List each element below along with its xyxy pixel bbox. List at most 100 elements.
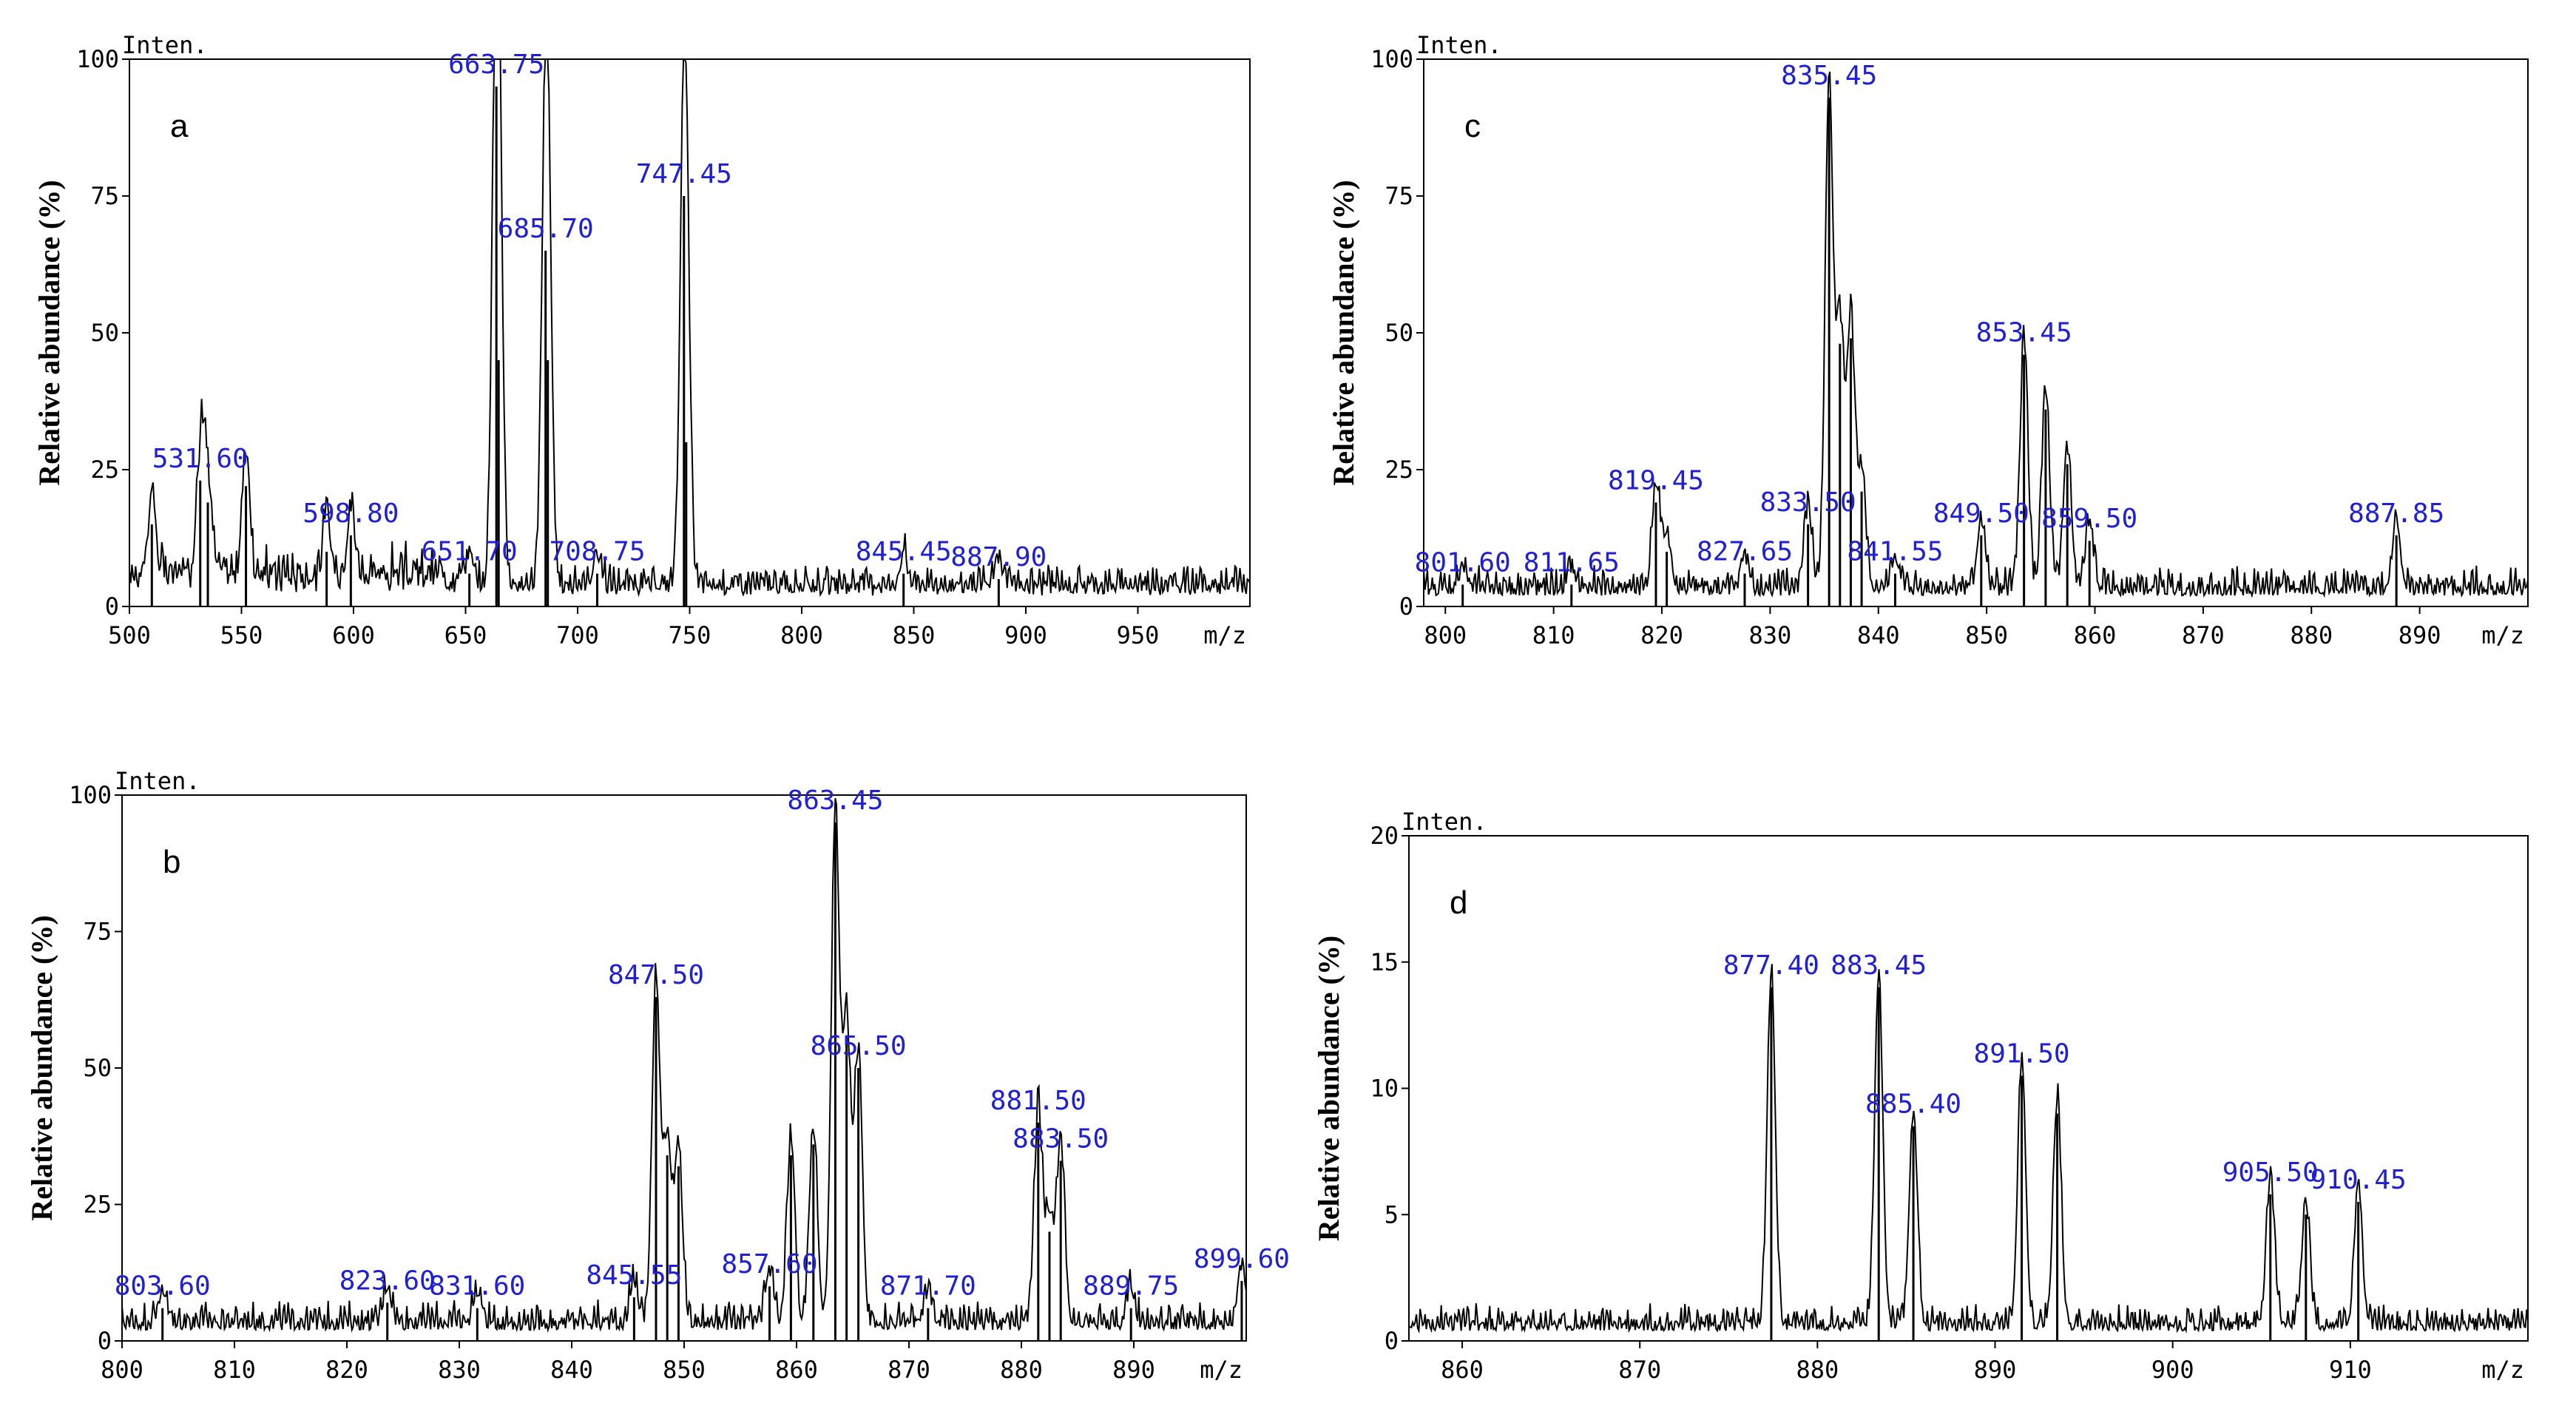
x-tick-label: 910 [2329, 1356, 2372, 1384]
x-tick-label: 900 [2151, 1356, 2194, 1384]
peak-label: 811.65 [1524, 547, 1620, 578]
y-tick-label: 25 [83, 1191, 112, 1219]
peak-label: 883.50 [1013, 1123, 1109, 1154]
y-axis-label: Relative abundance (%) [33, 180, 66, 485]
x-tick-label: 820 [325, 1356, 368, 1384]
y-tick-label: 0 [1385, 1327, 1399, 1355]
x-tick-label: 500 [108, 621, 151, 649]
peak-label: 887.90 [950, 542, 1047, 572]
x-tick-label: 850 [893, 621, 936, 649]
peak-label: 663.75 [448, 50, 544, 80]
x-tick-label: 880 [1796, 1356, 1839, 1384]
x-tick-label: 810 [213, 1356, 256, 1384]
peak-label: 899.60 [1194, 1244, 1290, 1274]
y-tick-label: 25 [90, 456, 119, 484]
x-tick-label: 700 [556, 621, 599, 649]
peak-label: 849.50 [1933, 498, 2029, 529]
x-tick-label: 870 [1618, 1356, 1661, 1384]
peak-label: 819.45 [1608, 465, 1704, 496]
peak-label: 887.85 [2348, 498, 2444, 529]
y-tick-label: 0 [98, 1327, 112, 1355]
x-tick-label: 840 [1857, 621, 1900, 649]
intensity-unit-label: Inten. [122, 31, 208, 59]
panel-letter: b [163, 844, 180, 880]
x-tick-label: 870 [2182, 621, 2225, 649]
chart-panel-c: 801.60 811.65 819.45 827.65 833.50 835.45 841.… [1327, 31, 2529, 649]
y-tick-label: 50 [1385, 319, 1413, 347]
spectrum-trace [121, 798, 1247, 1334]
x-tick-label: 650 [444, 621, 487, 649]
peak-label: 747.45 [636, 159, 732, 189]
x-tick-label: 880 [2290, 621, 2333, 649]
y-tick-label: 75 [90, 182, 119, 210]
x-tick-label: 820 [1640, 621, 1683, 649]
x-tick-label: 800 [780, 621, 823, 649]
spectrum-trace [1409, 964, 2529, 1334]
peak-label: 835.45 [1781, 61, 1877, 91]
peak-label: 841.55 [1847, 537, 1943, 567]
x-tick-label: 830 [438, 1356, 481, 1384]
x-tick-label: 870 [888, 1356, 930, 1384]
y-tick-label: 15 [1370, 948, 1399, 976]
peak-label: 881.50 [990, 1086, 1086, 1116]
peak-label: 833.50 [1760, 487, 1856, 518]
y-tick-label: 0 [1399, 592, 1413, 621]
plot-area-frame [1408, 835, 2529, 1342]
y-tick-label: 5 [1385, 1200, 1399, 1228]
x-tick-label: 860 [2074, 621, 2117, 649]
x-tick-label: 950 [1117, 621, 1160, 649]
x-axis-label: m/z [2481, 621, 2524, 649]
y-tick-label: 0 [105, 592, 119, 621]
peak-label: 651.70 [422, 537, 518, 567]
x-tick-label: 850 [1965, 621, 2008, 649]
peak-label: 708.75 [549, 537, 645, 567]
x-tick-label: 550 [220, 621, 263, 649]
y-axis-label: Relative abundance (%) [1312, 936, 1345, 1241]
x-axis-label: m/z [1200, 1356, 1243, 1384]
peak-label: 831.60 [429, 1271, 525, 1302]
x-axis-label: m/z [1203, 621, 1246, 649]
peak-label: 863.45 [787, 785, 883, 816]
x-tick-label: 850 [663, 1356, 706, 1384]
y-tick-label: 100 [76, 45, 119, 73]
x-tick-label: 840 [550, 1356, 593, 1384]
peak-label: 857.60 [721, 1249, 817, 1280]
x-tick-label: 830 [1748, 621, 1791, 649]
panel-letter: a [170, 108, 189, 144]
y-axis-label: Relative abundance (%) [25, 915, 58, 1220]
peak-label: 891.50 [1974, 1038, 2070, 1069]
panel-letter: d [1450, 885, 1467, 921]
x-tick-label: 810 [1532, 621, 1575, 649]
x-tick-label: 800 [101, 1356, 143, 1384]
intensity-unit-label: Inten. [115, 767, 200, 795]
peak-label: 889.75 [1083, 1271, 1179, 1302]
x-tick-label: 890 [1974, 1356, 2017, 1384]
spectrum-trace [1423, 71, 2529, 598]
panel-letter: c [1464, 108, 1481, 144]
peak-label: 845.55 [586, 1260, 682, 1291]
x-tick-label: 900 [1004, 621, 1047, 649]
peak-label: 531.60 [152, 444, 249, 474]
peak-label: 598.80 [302, 498, 399, 529]
peak-label: 883.45 [1830, 950, 1927, 981]
y-tick-label: 75 [1385, 182, 1413, 210]
x-axis-label: m/z [2481, 1356, 2524, 1384]
y-tick-label: 10 [1370, 1075, 1399, 1103]
x-tick-label: 600 [332, 621, 375, 649]
y-tick-label: 100 [1370, 45, 1413, 73]
x-tick-label: 800 [1424, 621, 1467, 649]
peak-label: 685.70 [498, 214, 594, 244]
y-tick-label: 50 [90, 319, 119, 347]
y-tick-label: 50 [83, 1054, 112, 1082]
x-tick-label: 890 [1112, 1356, 1155, 1384]
peak-label: 871.70 [880, 1271, 976, 1302]
x-tick-label: 860 [775, 1356, 818, 1384]
peak-label: 823.60 [339, 1265, 436, 1296]
y-tick-label: 20 [1370, 822, 1399, 850]
peak-label: 845.45 [856, 537, 952, 567]
x-tick-label: 890 [2398, 621, 2441, 649]
intensity-unit-label: Inten. [1416, 31, 1502, 59]
